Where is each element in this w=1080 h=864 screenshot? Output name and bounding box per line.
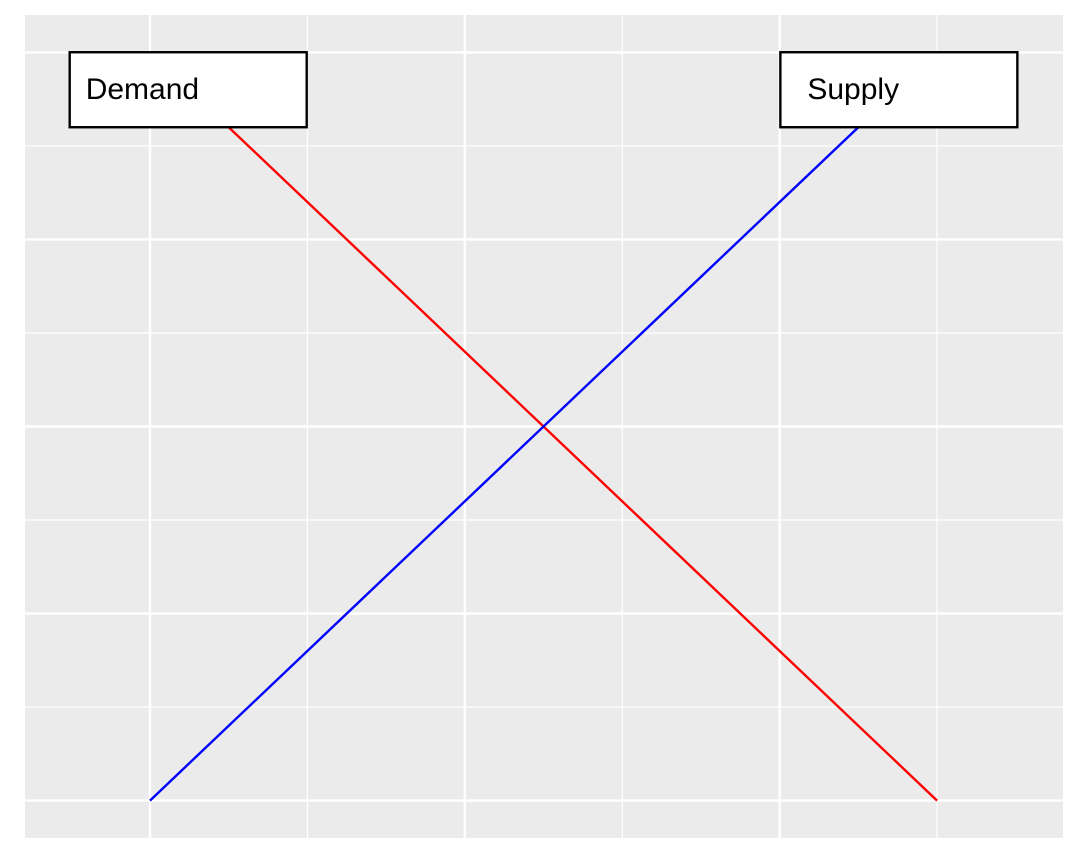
label-box	[68, 51, 308, 129]
series-label: Supply	[807, 73, 899, 106]
label-box	[779, 51, 1019, 129]
line	[149, 126, 860, 802]
series-label: Demand	[86, 73, 199, 106]
line	[227, 126, 938, 802]
